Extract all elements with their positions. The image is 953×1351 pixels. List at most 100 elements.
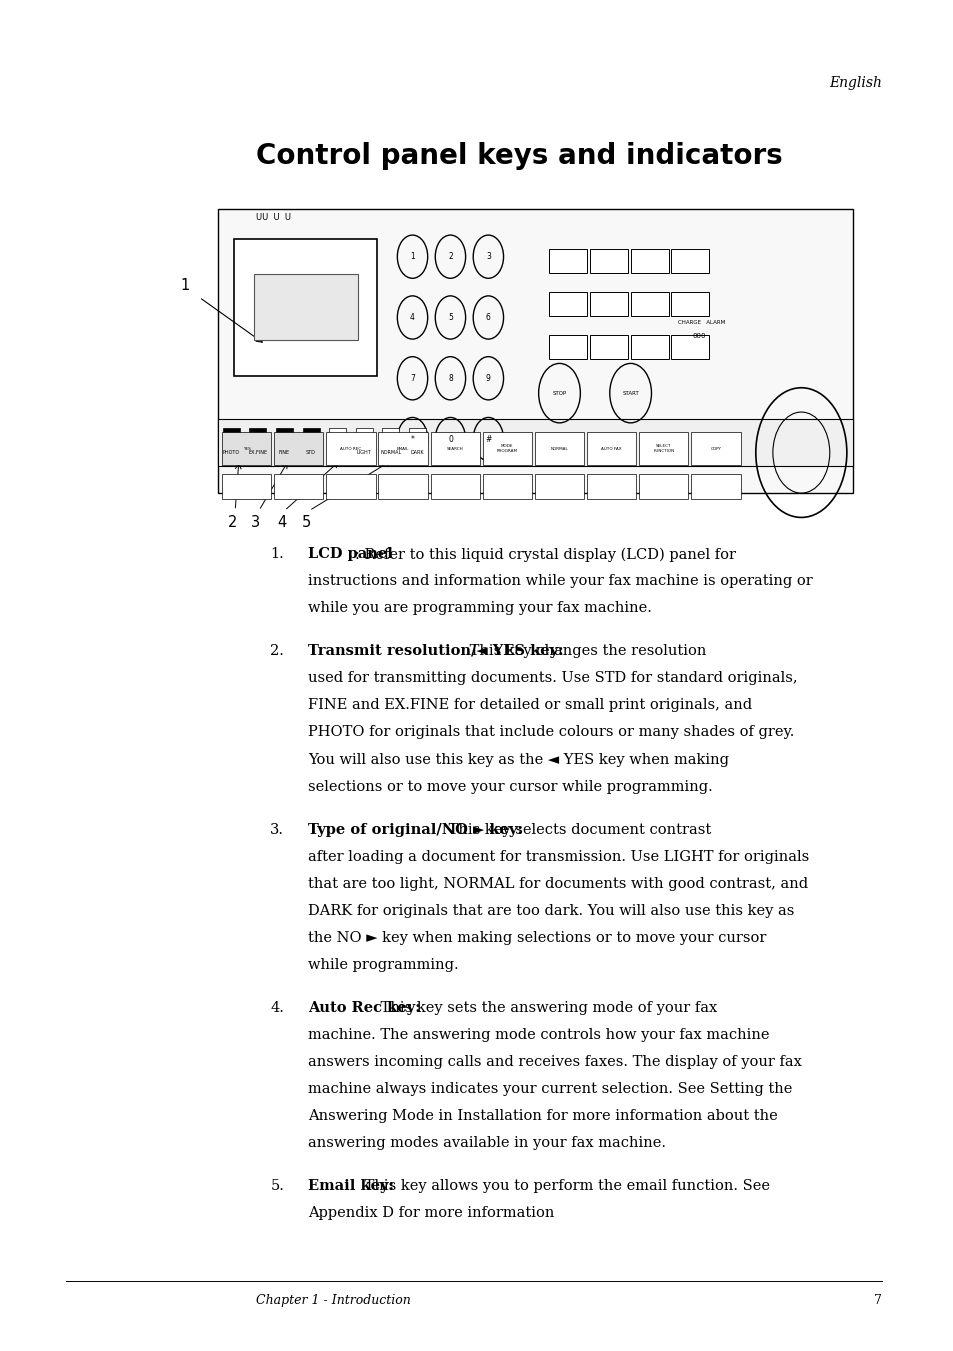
- Bar: [382, 428, 398, 442]
- FancyBboxPatch shape: [549, 292, 586, 316]
- Text: EMAIL: EMAIL: [396, 447, 409, 450]
- FancyBboxPatch shape: [630, 335, 668, 359]
- Text: MODE
PROGRAM: MODE PROGRAM: [497, 444, 517, 453]
- Text: 3: 3: [251, 515, 260, 530]
- Text: This key changes the resolution: This key changes the resolution: [464, 644, 705, 658]
- Text: You will also use this key as the ◄ YES key when making: You will also use this key as the ◄ YES …: [308, 753, 728, 766]
- Text: the NO ► key when making selections or to move your cursor: the NO ► key when making selections or t…: [308, 931, 766, 944]
- Text: YES: YES: [242, 447, 251, 450]
- FancyBboxPatch shape: [274, 432, 323, 465]
- Text: Auto Rec key:: Auto Rec key:: [308, 1001, 420, 1015]
- Text: answers incoming calls and receives faxes. The display of your fax: answers incoming calls and receives faxe…: [308, 1055, 801, 1069]
- Text: NORMAL: NORMAL: [550, 447, 568, 450]
- FancyBboxPatch shape: [586, 474, 636, 499]
- Text: 4: 4: [410, 313, 415, 322]
- Text: NORMAL: NORMAL: [379, 450, 401, 455]
- Text: FINE and EX.FINE for detailed or small print originals, and: FINE and EX.FINE for detailed or small p…: [308, 698, 752, 712]
- Text: 9: 9: [485, 374, 490, 382]
- Text: 000: 000: [692, 332, 705, 339]
- Text: FINE: FINE: [278, 450, 290, 455]
- Text: machine always indicates your current selection. See Setting the: machine always indicates your current se…: [308, 1082, 792, 1096]
- FancyBboxPatch shape: [671, 292, 709, 316]
- FancyBboxPatch shape: [630, 292, 668, 316]
- Text: LIGHT: LIGHT: [356, 450, 371, 455]
- Bar: [223, 428, 239, 442]
- FancyBboxPatch shape: [630, 249, 668, 273]
- FancyBboxPatch shape: [378, 474, 427, 499]
- Bar: [302, 428, 319, 442]
- Text: SEARCH: SEARCH: [446, 447, 463, 450]
- Text: CHARGE   ALARM: CHARGE ALARM: [678, 320, 724, 326]
- Text: AUTO REC: AUTO REC: [340, 447, 361, 450]
- Text: 3.: 3.: [270, 823, 284, 836]
- Text: 2.: 2.: [270, 644, 284, 658]
- Text: 5: 5: [301, 515, 311, 530]
- Text: This key sets the answering mode of your fax: This key sets the answering mode of your…: [375, 1001, 717, 1015]
- Text: START: START: [621, 390, 639, 396]
- Text: used for transmitting documents. Use STD for standard originals,: used for transmitting documents. Use STD…: [308, 671, 797, 685]
- Text: answering modes available in your fax machine.: answering modes available in your fax ma…: [308, 1136, 665, 1150]
- Text: 7: 7: [410, 374, 415, 382]
- Text: STD: STD: [306, 450, 315, 455]
- FancyBboxPatch shape: [671, 335, 709, 359]
- FancyBboxPatch shape: [378, 432, 427, 465]
- Text: selections or to move your cursor while programming.: selections or to move your cursor while …: [308, 780, 712, 793]
- Text: 3: 3: [485, 253, 490, 261]
- Text: PHOTO: PHOTO: [223, 450, 240, 455]
- FancyBboxPatch shape: [482, 432, 532, 465]
- Text: 4: 4: [276, 515, 286, 530]
- Text: while programming.: while programming.: [308, 958, 458, 971]
- Text: Transmit resolution/◄ YES key:: Transmit resolution/◄ YES key:: [308, 644, 563, 658]
- Text: 1: 1: [180, 278, 190, 293]
- Text: Appendix D for more information: Appendix D for more information: [308, 1206, 554, 1220]
- Text: PHOTO for originals that include colours or many shades of grey.: PHOTO for originals that include colours…: [308, 725, 794, 739]
- FancyBboxPatch shape: [253, 274, 357, 340]
- FancyBboxPatch shape: [671, 249, 709, 273]
- Text: 1.: 1.: [270, 547, 284, 561]
- FancyBboxPatch shape: [482, 474, 532, 499]
- Text: COPY: COPY: [710, 447, 720, 450]
- Text: STOP: STOP: [552, 390, 566, 396]
- Text: 2: 2: [228, 515, 236, 530]
- FancyBboxPatch shape: [535, 474, 583, 499]
- Text: 2: 2: [448, 253, 453, 261]
- FancyBboxPatch shape: [639, 474, 688, 499]
- Text: Control panel keys and indicators: Control panel keys and indicators: [255, 142, 782, 170]
- Bar: [355, 428, 373, 442]
- Text: : Refer to this liquid crystal display (LCD) panel for: : Refer to this liquid crystal display (…: [355, 547, 736, 562]
- Bar: [408, 428, 425, 442]
- Text: Answering Mode in Installation for more information about the: Answering Mode in Installation for more …: [308, 1109, 777, 1123]
- FancyBboxPatch shape: [222, 432, 271, 465]
- Text: This key allows you to perform the email function. See: This key allows you to perform the email…: [360, 1179, 770, 1193]
- Bar: [329, 428, 346, 442]
- Text: that are too light, NORMAL for documents with good contrast, and: that are too light, NORMAL for documents…: [308, 877, 807, 890]
- Text: 7: 7: [873, 1294, 881, 1308]
- Text: 8: 8: [448, 374, 453, 382]
- FancyBboxPatch shape: [234, 239, 377, 376]
- Text: 6: 6: [485, 313, 490, 322]
- Text: 0: 0: [448, 435, 453, 443]
- Bar: [275, 428, 293, 442]
- Text: *: *: [410, 435, 414, 443]
- FancyBboxPatch shape: [549, 335, 586, 359]
- Text: Email key:: Email key:: [308, 1179, 394, 1193]
- FancyBboxPatch shape: [691, 432, 740, 465]
- FancyBboxPatch shape: [222, 474, 271, 499]
- Text: 5.: 5.: [270, 1179, 284, 1193]
- Text: DARK for originals that are too dark. You will also use this key as: DARK for originals that are too dark. Yo…: [308, 904, 794, 917]
- Text: after loading a document for transmission. Use LIGHT for originals: after loading a document for transmissio…: [308, 850, 808, 863]
- Text: AUTO FAX: AUTO FAX: [600, 447, 621, 450]
- Bar: [249, 428, 266, 442]
- Text: This key selects document contrast: This key selects document contrast: [443, 823, 710, 836]
- FancyBboxPatch shape: [326, 432, 375, 465]
- FancyBboxPatch shape: [274, 474, 323, 499]
- Text: 5: 5: [448, 313, 453, 322]
- FancyBboxPatch shape: [589, 249, 627, 273]
- Text: 1: 1: [410, 253, 415, 261]
- FancyBboxPatch shape: [326, 474, 375, 499]
- FancyBboxPatch shape: [691, 474, 740, 499]
- FancyBboxPatch shape: [589, 335, 627, 359]
- Text: SELECT
FUNCTION: SELECT FUNCTION: [653, 444, 674, 453]
- FancyBboxPatch shape: [430, 432, 479, 465]
- Text: EX.FINE: EX.FINE: [248, 450, 267, 455]
